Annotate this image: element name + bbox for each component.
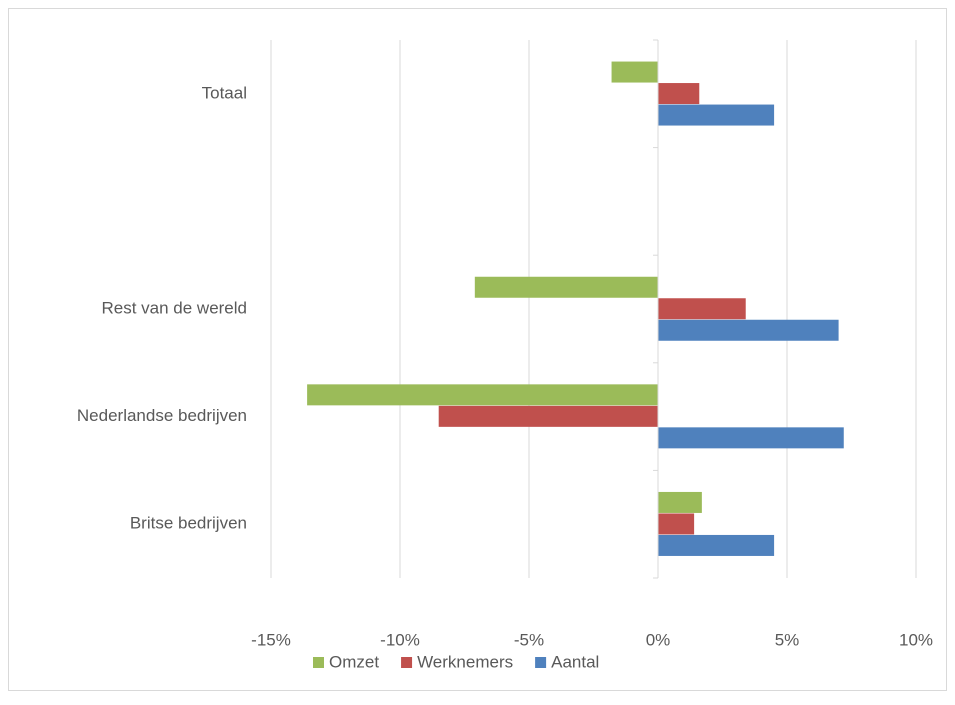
- legend-swatch: [313, 657, 324, 668]
- legend-swatch: [401, 657, 413, 668]
- bar: [658, 104, 775, 126]
- y-tick-label: Nederlandse bedrijven: [77, 406, 247, 425]
- bar: [658, 491, 702, 513]
- bar: [658, 319, 839, 341]
- legend-label: Omzet: [329, 652, 379, 671]
- x-tick-label: 5%: [775, 630, 800, 649]
- bar: [658, 298, 746, 320]
- bar: [658, 513, 695, 535]
- legend-label: Werknemers: [417, 652, 513, 671]
- x-tick-label: -10%: [380, 630, 420, 649]
- y-tick-label: Britse bedrijven: [130, 514, 247, 533]
- chart-border: [8, 8, 947, 691]
- bar: [474, 276, 658, 298]
- y-tick-label: Rest van de wereld: [101, 298, 247, 317]
- bar: [658, 427, 844, 449]
- bar: [438, 405, 658, 427]
- legend-swatch: [535, 657, 547, 668]
- bar: [658, 534, 775, 556]
- bar: [307, 384, 658, 406]
- y-tick-label: Totaal: [202, 83, 247, 102]
- bar: [611, 61, 658, 83]
- bar: [658, 83, 700, 105]
- x-tick-label: 10%: [899, 630, 933, 649]
- x-tick-label: -15%: [251, 630, 291, 649]
- legend-label: Aantal: [551, 652, 599, 671]
- x-tick-label: 0%: [646, 630, 671, 649]
- x-tick-label: -5%: [514, 630, 544, 649]
